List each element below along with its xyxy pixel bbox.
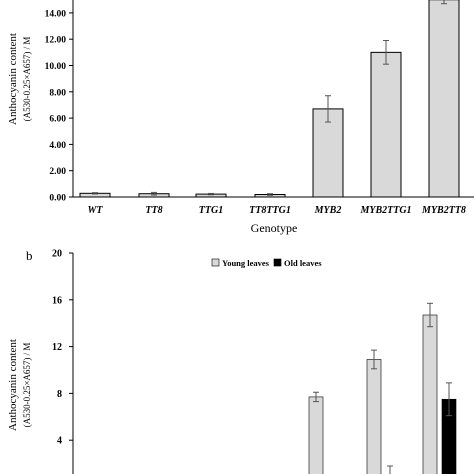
panel-b-letter: b: [26, 248, 33, 263]
panel-a-ytick-label: 0.00: [49, 194, 66, 204]
panel-a-ylabel-sub: (A530-0.25×A657) / M: [22, 37, 32, 122]
panel-b-ytick-label: 4: [57, 436, 62, 447]
panel-b-chart: b Anthocyanin content (A530-0.25×A657) /…: [7, 248, 457, 474]
panel-a-ytick-label: 8.00: [49, 88, 66, 98]
panel-a-bar-MYB2TT8: [428, 0, 460, 198]
panel-b-legend: Young leaves Old leaves: [211, 258, 322, 268]
panel-a-xtick-label: MYB2TT8: [421, 205, 466, 216]
panel-b-ytick-label: 16: [52, 295, 62, 306]
panel-a-ytick-label: 14.00: [45, 9, 67, 19]
panel-a-xtick-label: MYB2TTG1: [359, 205, 411, 216]
panel-b-ylabel: Anthocyanin content: [7, 339, 19, 431]
panel-a-xlabel: Genotype: [251, 221, 298, 235]
panel-a-ylabel: Anthocyanin content: [7, 33, 19, 125]
panel-b-legend-label: Old leaves: [284, 258, 322, 268]
panel-b-bar-young-leaves: [366, 359, 382, 474]
panel-b-ytick-label: 20: [52, 249, 62, 260]
panel-b-ylabel-sub: (A530-0.25×A657) / M: [22, 343, 32, 428]
panel-b-legend-swatch: [273, 258, 282, 267]
panel-b-ytick-label: 12: [52, 342, 62, 353]
panel-b-legend-label: Young leaves: [222, 258, 270, 268]
panel-a-ytick-label: 4.00: [49, 141, 66, 151]
panel-b-legend-swatch: [211, 258, 220, 267]
panel-a-xtick-label: MYB2: [314, 205, 342, 216]
panel-b-ytick-label: 8: [57, 389, 62, 400]
panel-b-bar-young-leaves: [422, 314, 438, 474]
panel-a-bar-MYB2TTG1: [370, 51, 402, 198]
panel-a-ytick-label: 12.00: [45, 36, 67, 46]
panel-a-ytick-label: 2.00: [49, 167, 66, 177]
panel-a-chart: Anthocyanin content (A530-0.25×A657) / M…: [7, 0, 474, 235]
panel-a-xtick-label: TT8: [145, 205, 162, 216]
panel-a-xtick-label: WT: [88, 205, 104, 216]
panel-a-ytick-label: 10.00: [45, 62, 67, 72]
panel-a-ytick-label: 6.00: [49, 115, 66, 125]
panel-a-xtick-label: TTG1: [199, 205, 223, 216]
panel-a-xtick-label: TT8TTG1: [249, 205, 291, 216]
panel-b-bar-young-leaves: [308, 396, 324, 474]
